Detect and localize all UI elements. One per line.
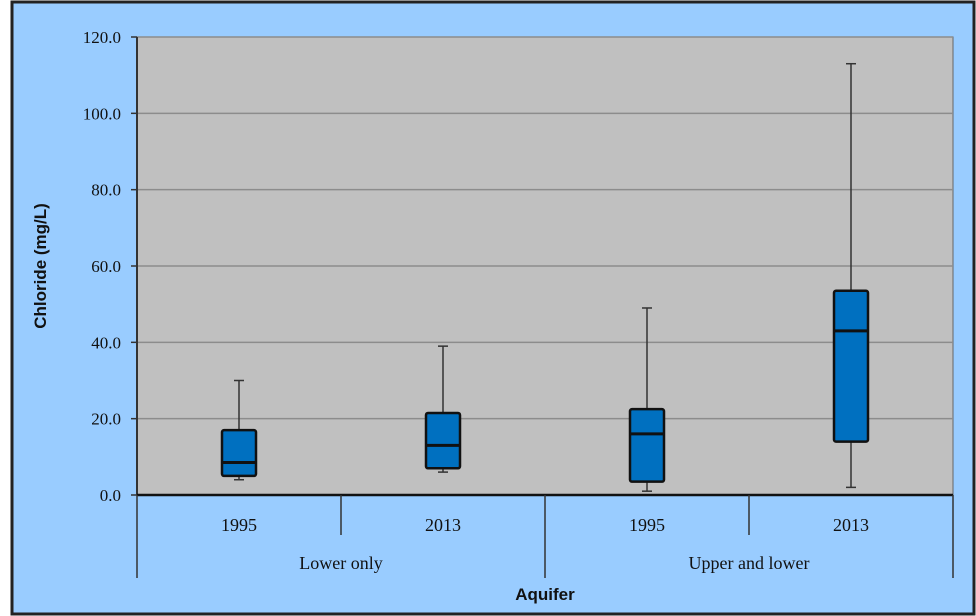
y-tick-label: 100.0 (83, 104, 121, 123)
y-tick-label: 40.0 (91, 333, 121, 352)
x-category-label: 1995 (629, 515, 665, 535)
x-category-label: 1995 (221, 515, 257, 535)
box-lower-only-2013 (424, 345, 462, 473)
y-axis-ticks: 0.0 20.0 40.0 60.0 80.0 100.0 120.0 (83, 28, 137, 505)
y-tick-label: 80.0 (91, 181, 121, 200)
x-group-label: Lower only (299, 553, 382, 573)
y-tick-label: 120.0 (83, 28, 121, 47)
box-upper-and-lower-2013 (832, 62, 870, 489)
box-iqr (832, 289, 870, 443)
y-axis-label: Chloride (mg/L) (31, 203, 50, 329)
x-axis-categories: 1995 2013 Lower only 1995 2013 Upper and lowe… (136, 495, 954, 578)
box-series (220, 62, 870, 492)
x-category-label: 2013 (833, 515, 869, 535)
x-axis-label: Aquifer (515, 585, 575, 604)
x-category-label: 2013 (425, 515, 461, 535)
y-tick-label: 0.0 (100, 486, 121, 505)
box-upper-and-lower-1995 (628, 307, 666, 492)
box-lower-only-1995 (220, 379, 258, 481)
box-iqr (220, 428, 258, 478)
box-iqr (628, 407, 666, 483)
x-group-label: Upper and lower (689, 553, 810, 573)
y-tick-label: 60.0 (91, 257, 121, 276)
box-iqr (424, 411, 462, 470)
y-tick-label: 20.0 (91, 410, 121, 429)
